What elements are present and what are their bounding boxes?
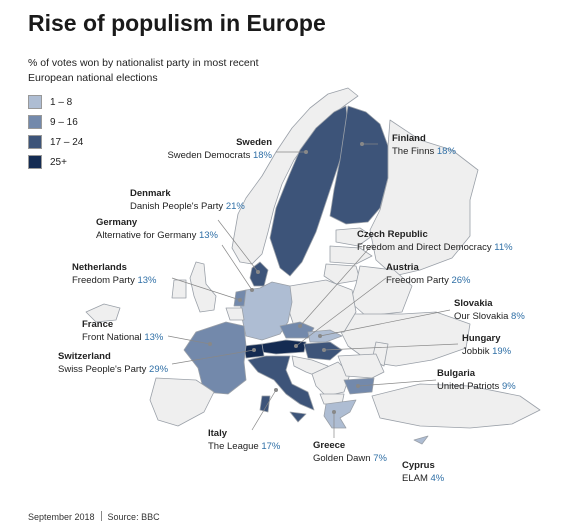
legend: 1 – 8 9 – 16 17 – 24 25+: [28, 92, 83, 172]
label-switzerland: Switzerland Swiss People's Party 29%: [58, 351, 169, 375]
label-netherlands: Netherlands Freedom Party 13%: [72, 262, 157, 286]
legend-label: 17 – 24: [50, 136, 84, 148]
label-greece: Greece Golden Dawn 7%: [313, 440, 387, 464]
label-bulgaria: Bulgaria United Patriots 9%: [437, 368, 516, 392]
austria-shape: [261, 339, 307, 355]
latvia-shape: [329, 245, 373, 265]
footer-source: Source: BBC: [107, 512, 160, 522]
legend-label: 9 – 16: [50, 116, 78, 128]
legend-item: 9 – 16: [28, 112, 83, 132]
sardinia-shape: [259, 395, 271, 413]
russia-shape: [369, 119, 479, 277]
legend-swatch: [28, 95, 42, 109]
leader-lines: [167, 143, 459, 438]
label-denmark: Denmark Danish People's Party 21%: [130, 188, 245, 212]
legend-label: 25+: [50, 156, 67, 168]
footer-separator: [100, 511, 102, 521]
label-sweden: Sweden Sweden Democrats 18%: [167, 137, 272, 161]
leader-dots: [208, 142, 364, 414]
legend-swatch: [28, 155, 42, 169]
legend-item: 17 – 24: [28, 132, 83, 152]
label-germany: Germany Alternative for Germany 13%: [96, 217, 218, 241]
label-czech: Czech Republic Freedom and Direct Democr…: [357, 229, 513, 253]
france-shape: [183, 321, 247, 395]
label-italy: Italy The League 17%: [208, 428, 281, 452]
legend-swatch: [28, 115, 42, 129]
belgium-shape: [225, 307, 245, 321]
uk-shape: [189, 261, 217, 313]
sweden-shape: [269, 105, 349, 277]
finland-shape: [329, 105, 389, 225]
serbia-shape: [311, 361, 351, 397]
footer-date: September 2018: [28, 512, 95, 522]
turkey-shape: [371, 383, 541, 429]
label-austria: Austria Freedom Party 26%: [386, 262, 471, 286]
legend-label: 1 – 8: [50, 96, 73, 108]
label-slovakia: Slovakia Our Slovakia 8%: [454, 298, 525, 322]
label-france: France Front National 13%: [82, 319, 164, 343]
ireland-shape: [171, 279, 187, 299]
cyprus-shape: [413, 435, 429, 445]
legend-item: 1 – 8: [28, 92, 83, 112]
greece-shape: [323, 399, 357, 429]
page-title: Rise of populism in Europe: [28, 10, 326, 36]
label-hungary: Hungary Jobbik 19%: [462, 333, 512, 357]
estonia-shape: [335, 227, 373, 247]
iceland-shape: [85, 303, 121, 323]
sicily-shape: [289, 411, 307, 423]
iberia-shape: [149, 377, 215, 427]
legend-swatch: [28, 135, 42, 149]
subtitle: % of votes won by nationalist party in m…: [28, 57, 259, 84]
legend-item: 25+: [28, 152, 83, 172]
footer: September 2018 Source: BBC: [28, 511, 160, 522]
romania-shape: [337, 353, 385, 379]
label-finland: Finland The Finns 18%: [392, 133, 456, 157]
label-cyprus: Cyprus ELAM 4%: [402, 460, 445, 484]
italy-shape: [247, 355, 315, 411]
